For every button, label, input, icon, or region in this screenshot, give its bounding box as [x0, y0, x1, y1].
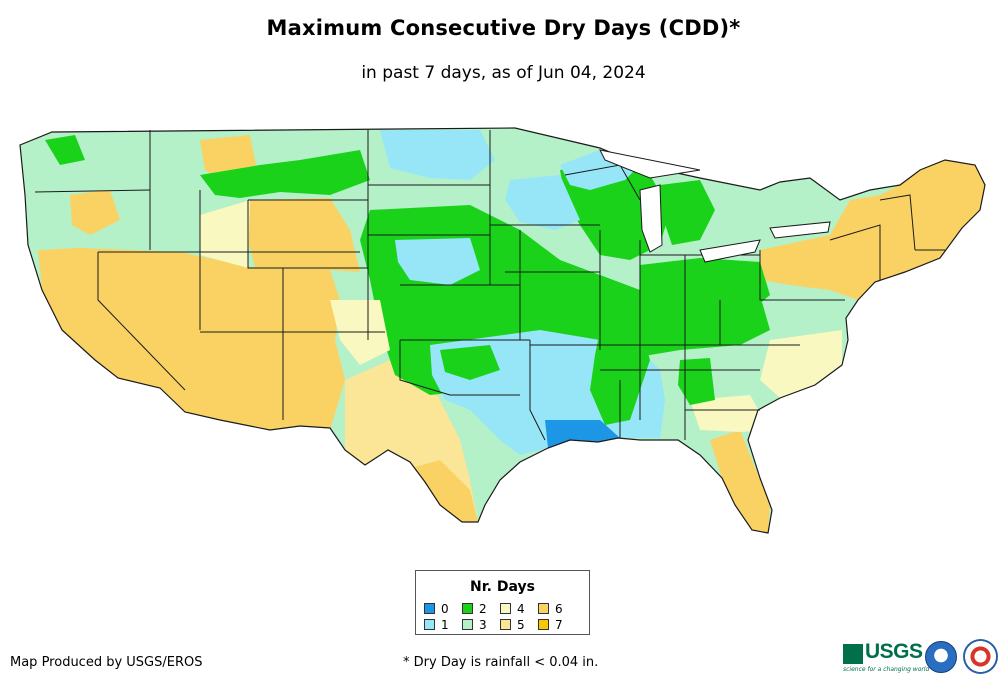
legend-label: 2	[479, 602, 487, 616]
legend-swatch	[462, 603, 473, 614]
usgs-mark-icon	[843, 644, 863, 664]
region-ohio-valley-2	[640, 258, 770, 330]
region-northern-plains-2	[200, 150, 370, 198]
great-lakes	[599, 149, 831, 263]
noaa-logo-icon	[925, 641, 957, 673]
map-subtitle: in past 7 days, as of Jun 04, 2024	[361, 63, 646, 83]
region-carolina-4	[760, 330, 842, 398]
lake-ontario	[769, 221, 831, 239]
legend-swatch	[424, 603, 435, 614]
legend-label: 5	[517, 618, 525, 632]
legend-item-3: 3	[462, 619, 487, 631]
boundary-pa	[759, 250, 845, 301]
dry-day-footnote: * Dry Day is rainfall < 0.04 in.	[403, 655, 599, 670]
legend-swatch	[500, 603, 511, 614]
usgs-tagline: science for a changing world	[843, 666, 930, 673]
region-ms-valley-2	[590, 325, 650, 425]
region-south-texas-6	[405, 460, 478, 522]
state-boundaries	[34, 130, 945, 441]
legend-item-7: 7	[538, 619, 563, 631]
region-wyoming-6	[248, 198, 360, 272]
region-michigan-2	[660, 180, 715, 245]
boundary-tx-north	[399, 340, 520, 396]
legend-item-0: 0	[424, 603, 449, 615]
legend-item-4: 4	[500, 603, 525, 615]
legend-label: 6	[555, 602, 563, 616]
boundary-ca-nv	[97, 252, 186, 391]
producer-credit: Map Produced by USGS/EROS	[10, 655, 203, 670]
region-coast-3	[25, 190, 48, 250]
boundary-vt-nh	[879, 194, 916, 251]
region-nebraska-1	[395, 238, 480, 285]
region-nd-1	[380, 130, 495, 180]
boundary-ny-east	[829, 224, 881, 280]
legend-item-1: 1	[424, 619, 449, 631]
boundary-wy-south	[247, 200, 368, 269]
map-title: Maximum Consecutive Dry Days (CDD)*	[266, 16, 741, 40]
legend-title: Nr. Days	[470, 579, 535, 595]
region-oklahoma-2	[440, 345, 500, 380]
boundary-ar-west	[529, 340, 546, 441]
legend-swatch	[538, 603, 549, 614]
legend-label: 7	[555, 618, 563, 632]
region-mn-1b	[505, 175, 580, 230]
usgs-logo: USGS science for a changing world	[843, 640, 929, 673]
legend-item-6: 6	[538, 603, 563, 615]
legend: Nr. Days 0 1 2 3 4 5 6 7	[415, 570, 590, 635]
nws-logo-icon	[963, 639, 998, 674]
region-washington-2	[45, 135, 85, 165]
region-utah-4	[200, 200, 250, 268]
lake-superior	[599, 149, 701, 179]
region-florida-6	[710, 430, 770, 533]
region-southwest-6	[38, 248, 345, 430]
legend-swatch	[424, 619, 435, 630]
legend-label: 4	[517, 602, 525, 616]
legend-label: 3	[479, 618, 487, 632]
region-northeast-6	[760, 160, 985, 300]
legend-item-2: 2	[462, 603, 487, 615]
usgs-wordmark: USGS	[865, 640, 923, 663]
legend-label: 1	[441, 618, 449, 632]
region-georgia-4	[690, 395, 770, 432]
legend-swatch	[538, 619, 549, 630]
region-oregon-6	[70, 190, 120, 235]
boundary-or-ca	[34, 189, 151, 193]
legend-item-5: 5	[500, 619, 525, 631]
precip-regions	[20, 128, 985, 533]
legend-swatch	[462, 619, 473, 630]
lake-erie	[699, 239, 761, 263]
legend-swatch	[500, 619, 511, 630]
legend-label: 0	[441, 602, 449, 616]
lake-michigan	[639, 184, 663, 253]
